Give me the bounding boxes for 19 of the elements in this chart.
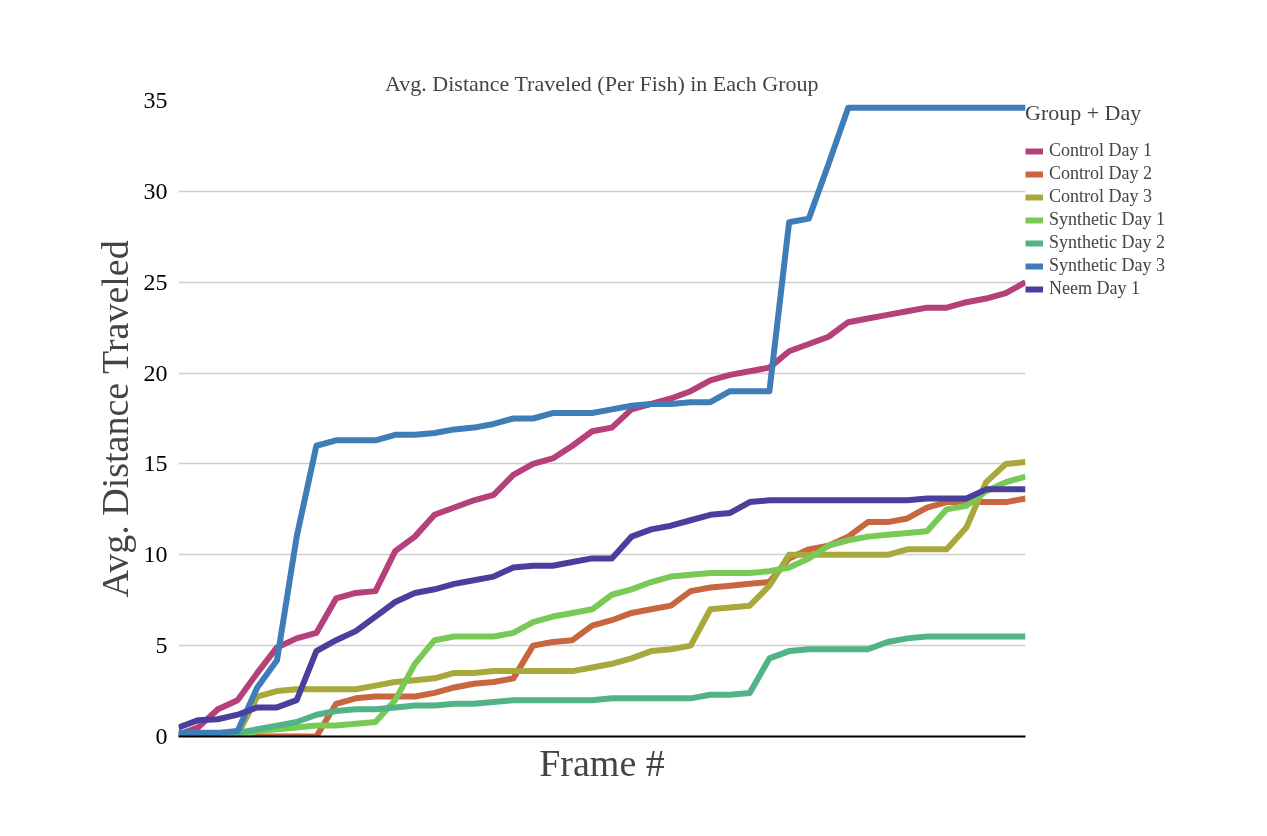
legend-title: Group + Day	[1025, 100, 1143, 126]
legend-label: Synthetic Day 3	[1049, 255, 1165, 276]
y-tick-label: 35	[143, 87, 168, 113]
y-tick-label: 5	[155, 632, 168, 659]
chart-title: Avg. Distance Traveled (Per Fish) in Each Group	[385, 70, 819, 96]
legend-label: Control Day 3	[1049, 186, 1152, 207]
legend-label: Synthetic Day 2	[1049, 232, 1165, 253]
y-tick-label: 10	[143, 541, 168, 568]
y-tick-label: 20	[143, 359, 168, 386]
y-tick-label: 30	[143, 177, 168, 204]
legend-label: Control Day 2	[1049, 163, 1152, 184]
y-axis-title: Avg. Distance Traveled	[93, 240, 136, 598]
x-axis-title: Frame #	[539, 741, 665, 784]
y-tick-label: 15	[143, 450, 168, 477]
y-tick-label: 25	[143, 268, 168, 295]
y-tick-label: 0	[155, 723, 168, 749]
legend-label: Control Day 1	[1049, 140, 1152, 161]
legend-label: Synthetic Day 1	[1049, 209, 1165, 230]
legend-label: Neem Day 1	[1049, 278, 1140, 299]
